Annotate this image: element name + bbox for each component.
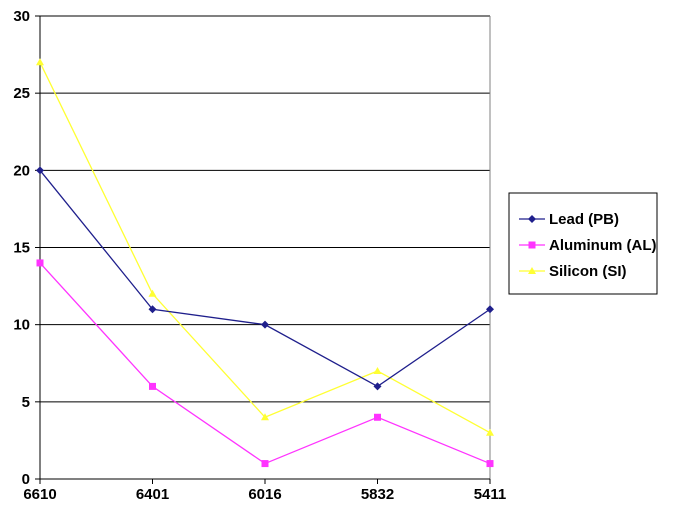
x-tick-label: 6401 (136, 486, 169, 503)
data-point-marker (486, 428, 494, 436)
legend-swatch-marker (528, 267, 536, 274)
y-tick-label: 30 (13, 8, 30, 25)
data-point-marker (36, 58, 44, 66)
data-point-marker (148, 289, 157, 297)
data-point-marker (261, 320, 269, 329)
series-aluminum-al (36, 259, 494, 468)
data-point-marker (373, 366, 382, 374)
y-tick-labels: 0 5 10 15 20 25 30 (13, 8, 30, 488)
legend-item: Lead (PB) (519, 211, 619, 228)
x-tick-label: 6016 (248, 486, 281, 503)
y-tick-label: 0 (22, 471, 30, 488)
data-point-marker (149, 382, 156, 390)
legend-item: Silicon (SI) (519, 263, 627, 280)
series-line (39, 169, 491, 388)
y-tick-label: 10 (13, 317, 30, 334)
legend: Lead (PB) Aluminum (AL) Silicon (SI) (508, 192, 658, 295)
series-lead-pb (36, 166, 494, 391)
x-tick-label: 5832 (361, 486, 394, 503)
x-tick-labels: 6610 6401 6016 5832 5411 (23, 486, 506, 503)
data-point-marker (486, 305, 494, 314)
y-tick-label: 25 (13, 85, 30, 102)
data-point-marker (148, 305, 157, 314)
series-lines (36, 58, 494, 468)
x-tick-label: 5411 (474, 486, 507, 503)
y-tick-label: 5 (22, 394, 30, 411)
data-point-marker (373, 382, 382, 391)
y-tick-label: 20 (13, 162, 30, 179)
data-point-marker (261, 413, 269, 421)
legend-swatch-marker (528, 241, 536, 249)
x-tick-label: 6610 (23, 486, 56, 503)
legend-label: Aluminum (AL) (549, 237, 656, 254)
gridlines (40, 15, 490, 403)
series-silicon-si (36, 58, 494, 436)
series-line (39, 262, 491, 465)
data-point-marker (36, 166, 44, 175)
axes (35, 15, 491, 484)
data-point-marker (36, 259, 44, 267)
data-point-marker (261, 460, 269, 468)
data-point-marker (374, 413, 381, 421)
data-point-marker (486, 460, 494, 468)
legend-label: Lead (PB) (549, 211, 619, 228)
legend-label: Silicon (SI) (549, 263, 627, 280)
legend-swatch-marker (528, 215, 536, 223)
legend-item: Aluminum (AL) (519, 237, 656, 254)
y-tick-label: 15 (13, 240, 30, 257)
